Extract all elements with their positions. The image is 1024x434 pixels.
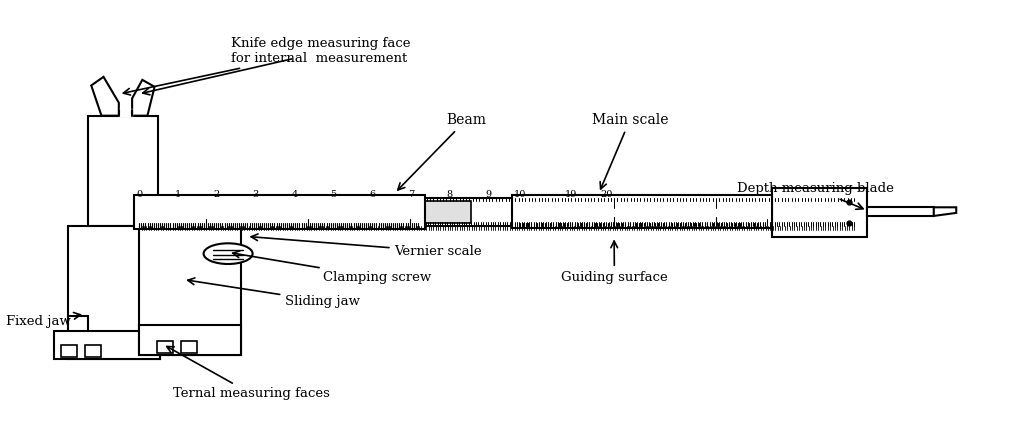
Text: Beam: Beam	[397, 113, 486, 190]
Text: Guiding surface: Guiding surface	[561, 241, 668, 284]
Bar	[85, 345, 101, 357]
Polygon shape	[132, 80, 155, 116]
Text: 19: 19	[565, 190, 578, 199]
Bar	[139, 325, 242, 355]
Text: 1: 1	[175, 190, 181, 199]
Text: 3: 3	[253, 190, 259, 199]
Text: 7: 7	[408, 190, 414, 199]
Bar	[772, 188, 867, 237]
Bar	[60, 345, 77, 357]
Bar	[512, 195, 772, 228]
Text: Knife edge measuring face
for internal  measurement: Knife edge measuring face for internal m…	[123, 37, 411, 95]
Text: 6: 6	[369, 190, 375, 199]
Text: 5: 5	[330, 190, 336, 199]
Text: Ternal measuring faces: Ternal measuring faces	[167, 346, 330, 400]
Polygon shape	[934, 207, 956, 216]
Text: 2: 2	[214, 190, 220, 199]
Text: 0: 0	[136, 190, 142, 199]
Text: Depth measuring blade: Depth measuring blade	[736, 182, 894, 209]
Text: Vernier scale: Vernier scale	[251, 234, 482, 258]
Text: 8: 8	[446, 190, 453, 199]
Text: Fixed jaw: Fixed jaw	[6, 312, 81, 328]
Text: 9: 9	[485, 190, 492, 199]
Circle shape	[204, 243, 253, 264]
Polygon shape	[91, 77, 119, 116]
Bar	[54, 331, 160, 359]
Text: 4: 4	[292, 190, 298, 199]
Bar	[68, 226, 160, 359]
Text: Sliding jaw: Sliding jaw	[187, 278, 360, 308]
Text: Clamping screw: Clamping screw	[232, 251, 431, 284]
Text: Main scale: Main scale	[592, 113, 668, 189]
Bar	[867, 207, 934, 216]
Bar	[181, 341, 198, 353]
Text: 20: 20	[601, 190, 613, 199]
Bar	[139, 226, 242, 355]
Text: 10: 10	[514, 190, 526, 199]
Polygon shape	[119, 109, 132, 116]
Bar	[124, 197, 859, 226]
Bar	[318, 201, 471, 223]
Bar	[134, 195, 425, 229]
Bar	[157, 341, 173, 353]
Bar	[88, 116, 158, 226]
